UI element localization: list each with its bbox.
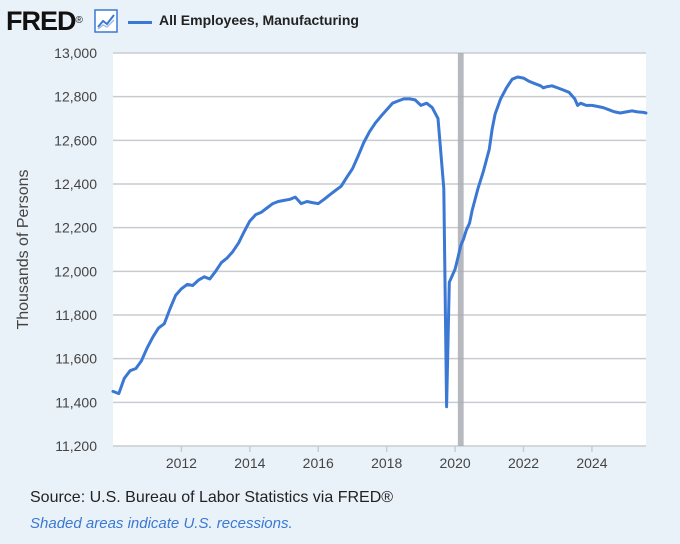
y-tick-label: 12,000: [54, 263, 97, 279]
plot-area: [113, 53, 646, 446]
fred-logo[interactable]: FRED®: [6, 6, 83, 36]
y-tick-label: 11,600: [55, 351, 97, 367]
x-tick-label: 2020: [440, 455, 471, 471]
chart-header: FRED® All Employees, Manufacturing: [0, 0, 680, 40]
source-text: Source: U.S. Bureau of Labor Statistics …: [30, 489, 394, 506]
legend-swatch: [128, 21, 152, 24]
logo-registered: ®: [75, 15, 83, 26]
y-tick-label: 11,400: [55, 394, 97, 410]
series-line: [111, 75, 648, 409]
recession-note: Shaded areas indicate U.S. recessions.: [30, 515, 293, 532]
y-tick-label: 11,200: [55, 438, 97, 454]
y-tick-label: 12,200: [54, 220, 97, 236]
x-tick-label: 2024: [576, 455, 607, 471]
x-tick-label: 2012: [166, 455, 197, 471]
x-tick-label: 2016: [303, 455, 334, 471]
y-tick-label: 12,800: [54, 89, 97, 105]
y-tick-label: 13,000: [54, 45, 97, 61]
y-tick-label: 12,600: [54, 132, 97, 148]
legend-label: All Employees, Manufacturing: [159, 12, 359, 28]
y-tick-label: 12,400: [54, 176, 97, 192]
x-tick-label: 2022: [508, 455, 539, 471]
chart-graph-icon: [94, 9, 118, 33]
x-tick-label: 2014: [234, 455, 265, 471]
logo-text: FRED: [6, 6, 76, 36]
y-tick-label: 11,800: [55, 307, 97, 323]
y-axis-title: Thousands of Persons: [15, 169, 32, 329]
x-tick-label: 2018: [371, 455, 402, 471]
